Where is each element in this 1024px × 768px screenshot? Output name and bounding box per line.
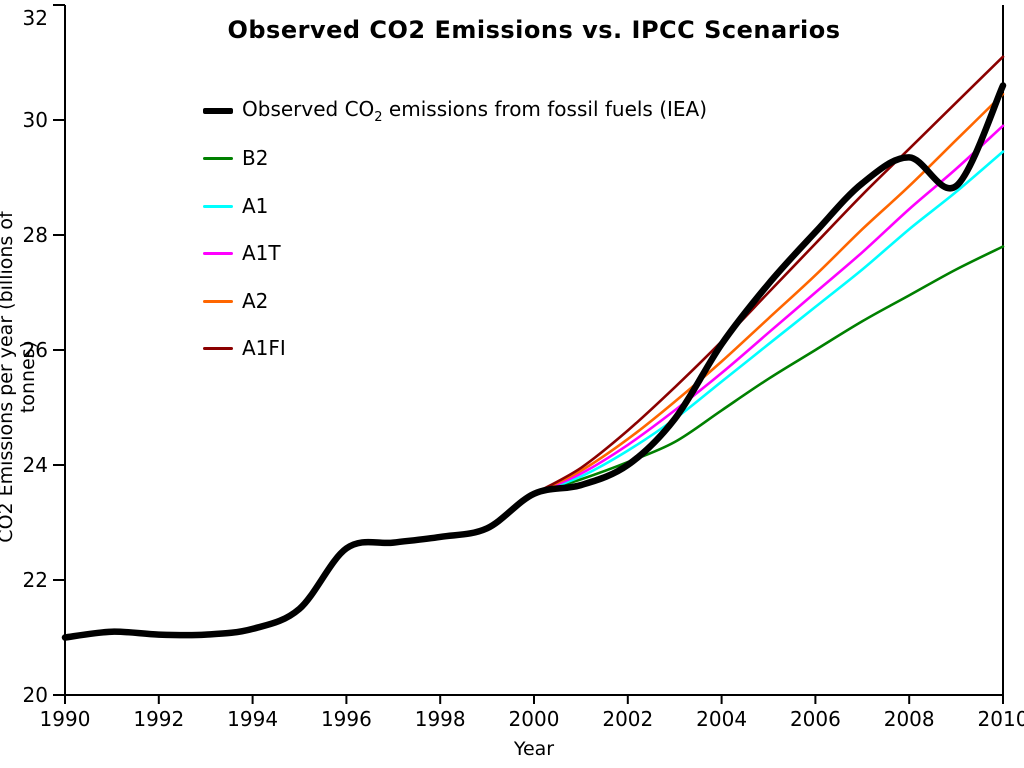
legend-label-a1: A1 xyxy=(242,194,269,218)
y-axis-label: CO2 Emissions per year (billions of tonn… xyxy=(0,211,39,543)
series-line-a1fi xyxy=(532,55,1005,496)
x-tick-label: 1998 xyxy=(415,707,466,731)
series-line-observed xyxy=(61,82,1007,641)
y-tick-label: 24 xyxy=(23,453,48,477)
legend-item-a1t: A1T xyxy=(203,239,281,267)
legend-label-b2: B2 xyxy=(242,146,269,170)
series-line-b2 xyxy=(532,245,1005,496)
chart-title: Observed CO2 Emissions vs. IPCC Scenario… xyxy=(227,16,841,44)
y-tick-label: 26 xyxy=(23,338,48,362)
y-tick-label: 30 xyxy=(23,108,48,132)
legend-swatch-a1fi xyxy=(203,346,233,350)
x-axis-label: Year xyxy=(513,738,555,760)
legend-swatch-a1t xyxy=(203,251,233,255)
legend-label-observed: Observed CO2 emissions from fossil fuels… xyxy=(242,97,708,125)
legend-swatch-a1 xyxy=(203,204,233,208)
x-tick-label: 2004 xyxy=(696,707,747,731)
x-tick-label: 1994 xyxy=(227,707,278,731)
legend-item-a2: A2 xyxy=(203,287,268,315)
series-line-a2 xyxy=(532,92,1005,496)
legend-item-observed: Observed CO2 emissions from fossil fuels… xyxy=(203,97,707,125)
x-tick-label: 1990 xyxy=(40,707,91,731)
legend-label-a1fi: A1FI xyxy=(242,336,286,360)
legend-item-a1: A1 xyxy=(203,192,268,220)
legend-swatch-b2 xyxy=(203,156,233,160)
x-tick-label: 1996 xyxy=(321,707,372,731)
series-line-a1 xyxy=(532,150,1005,496)
legend-label-a2: A2 xyxy=(242,289,269,313)
legend-swatch-observed xyxy=(203,108,233,114)
x-tick-label: 2002 xyxy=(602,707,653,731)
x-tick-label: 2008 xyxy=(884,707,935,731)
x-tick-label: 1992 xyxy=(133,707,184,731)
y-tick-label: 32 xyxy=(23,6,48,30)
x-tick-label: 2000 xyxy=(509,707,560,731)
y-tick-label: 22 xyxy=(23,568,48,592)
legend-item-a1fi: A1FI xyxy=(203,334,286,362)
x-tick-label: 2010 xyxy=(978,707,1024,731)
x-tick-label: 2006 xyxy=(790,707,841,731)
series-line-a1t xyxy=(532,124,1005,496)
legend-swatch-a2 xyxy=(203,299,233,303)
legend-label-a1t: A1T xyxy=(242,241,281,265)
y-tick-label: 20 xyxy=(23,683,48,707)
y-tick-label: 28 xyxy=(23,223,48,247)
legend-item-b2: B2 xyxy=(203,144,268,172)
